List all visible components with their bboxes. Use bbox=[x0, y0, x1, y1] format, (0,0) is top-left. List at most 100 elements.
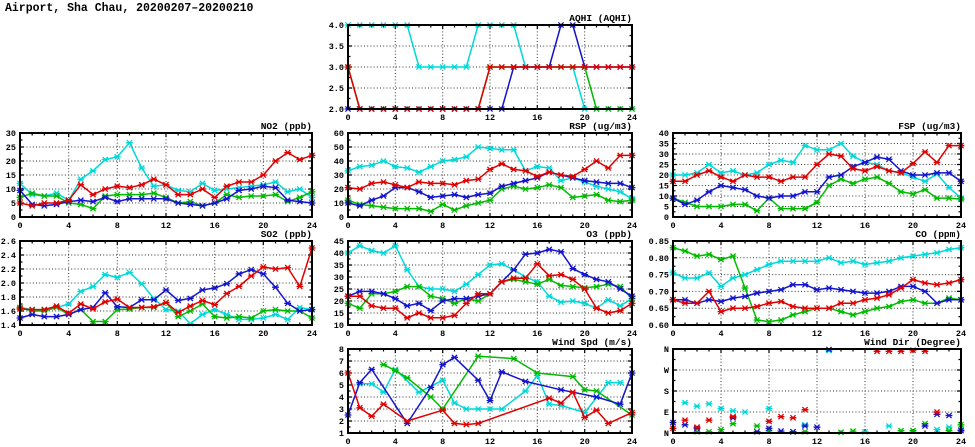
x-tick-label: 4 bbox=[393, 437, 398, 447]
x-tick-label: 16 bbox=[860, 329, 870, 339]
y-tick-label: 2.0 bbox=[1, 279, 16, 289]
y-tick-label: 10 bbox=[6, 185, 16, 195]
gridlines bbox=[673, 349, 961, 433]
y-tick-label: 3.0 bbox=[329, 63, 344, 73]
y-tick-label: 15 bbox=[659, 182, 669, 192]
series-red-markers bbox=[669, 347, 941, 432]
chart-no2-canvas: 0 5 10 15 20 25 30 0 4 8 12 16 20 24 NO2 (ppb) bbox=[6, 121, 317, 231]
y-tick-label: 40 bbox=[334, 249, 344, 259]
y-tick-label: 0.75 bbox=[649, 271, 669, 281]
y-tick-label: 30 bbox=[659, 150, 669, 160]
y-tick-label: 15 bbox=[334, 309, 344, 319]
gridlines bbox=[348, 349, 632, 433]
gridlines bbox=[20, 241, 312, 325]
x-tick-label: 0 bbox=[670, 437, 675, 447]
x-tick-label: 24 bbox=[627, 113, 637, 123]
x-tick-label: 12 bbox=[161, 221, 171, 231]
x-tick-label: 0 bbox=[345, 329, 350, 339]
series-green-line bbox=[672, 246, 962, 323]
x-tick-label: 20 bbox=[908, 329, 918, 339]
y-tick-label: 10 bbox=[659, 192, 669, 202]
x-tick-label: 24 bbox=[627, 437, 637, 447]
x-tick-label: 0 bbox=[17, 329, 22, 339]
x-tick-label: 12 bbox=[485, 329, 495, 339]
x-tick-label: 0 bbox=[17, 221, 22, 231]
x-tick-label: 16 bbox=[532, 329, 542, 339]
y-tick-label: 5 bbox=[11, 199, 16, 209]
plot-border bbox=[19, 132, 313, 218]
gridlines bbox=[673, 241, 961, 325]
series-green-markers bbox=[16, 188, 316, 212]
x-tick-label: 24 bbox=[627, 221, 637, 231]
series-cyan-markers bbox=[681, 347, 965, 435]
y-tick-label: 10 bbox=[334, 321, 344, 331]
x-tick-label: 8 bbox=[440, 329, 445, 339]
y-tick-label: 8 bbox=[339, 345, 344, 355]
y-tick-label: 5 bbox=[339, 381, 344, 391]
x-tick-label: 12 bbox=[812, 329, 822, 339]
y-tick-label: 1.8 bbox=[1, 293, 16, 303]
y-tick-label: 0.70 bbox=[649, 287, 669, 297]
series-green-markers bbox=[380, 353, 636, 419]
y-tick-label: 7 bbox=[339, 357, 344, 367]
x-tick-label: 8 bbox=[440, 437, 445, 447]
chart-title: Wind Dir (Degree) bbox=[864, 337, 961, 348]
x-tick-label: 4 bbox=[393, 221, 398, 231]
y-tick-label: 50 bbox=[334, 143, 344, 153]
x-tick-label: 0 bbox=[670, 329, 675, 339]
chart-title: SO2 (ppb) bbox=[261, 229, 312, 240]
y-tick-label: 30 bbox=[334, 273, 344, 283]
y-tick-label: 30 bbox=[334, 171, 344, 181]
y-tick-label: E bbox=[664, 408, 669, 418]
chart-co-canvas: 0.60 0.65 0.70 0.75 0.80 0.85 0 4 8 12 16 20 24 CO (p… bbox=[649, 229, 967, 339]
y-tick-label: 0 bbox=[11, 213, 16, 223]
plot-border bbox=[347, 348, 633, 434]
gridlines bbox=[348, 241, 632, 325]
x-tick-label: 24 bbox=[956, 221, 966, 231]
y-tick-label: 0.85 bbox=[649, 237, 669, 247]
plot-border bbox=[672, 348, 962, 434]
series-red-line bbox=[347, 372, 633, 426]
y-tick-label: 2.6 bbox=[1, 237, 16, 247]
y-tick-label: 6 bbox=[339, 369, 344, 379]
x-tick-label: 0 bbox=[345, 221, 350, 231]
x-tick-label: 16 bbox=[210, 221, 220, 231]
y-tick-label: 20 bbox=[334, 297, 344, 307]
y-tick-label: 2.0 bbox=[329, 105, 344, 115]
y-tick-label: 1.4 bbox=[1, 321, 16, 331]
x-tick-label: 16 bbox=[532, 113, 542, 123]
y-tick-label: 0.80 bbox=[649, 254, 669, 264]
y-tick-label: 1 bbox=[339, 429, 344, 439]
y-tick-label: 0 bbox=[339, 213, 344, 223]
y-tick-label: 2 bbox=[339, 417, 344, 427]
y-tick-label: S bbox=[664, 387, 669, 397]
y-tick-label: 0 bbox=[664, 213, 669, 223]
x-tick-label: 4 bbox=[66, 221, 71, 231]
x-tick-label: 4 bbox=[393, 329, 398, 339]
x-tick-label: 4 bbox=[718, 221, 723, 231]
y-tick-label: 5 bbox=[664, 203, 669, 213]
y-tick-label: 45 bbox=[334, 237, 344, 247]
y-tick-label: 40 bbox=[659, 129, 669, 139]
y-tick-label: 0.65 bbox=[649, 304, 669, 314]
chart-title: O3 (ppb) bbox=[586, 229, 632, 240]
x-tick-label: 4 bbox=[66, 329, 71, 339]
y-tick-label: 25 bbox=[659, 161, 669, 171]
x-tick-label: 16 bbox=[860, 221, 870, 231]
x-tick-label: 12 bbox=[812, 437, 822, 447]
y-tick-label: 25 bbox=[334, 285, 344, 295]
x-tick-label: 0 bbox=[345, 437, 350, 447]
y-tick-label: 15 bbox=[6, 171, 16, 181]
x-tick-label: 8 bbox=[440, 221, 445, 231]
x-tick-label: 12 bbox=[485, 221, 495, 231]
x-tick-label: 16 bbox=[210, 329, 220, 339]
x-tick-label: 16 bbox=[532, 437, 542, 447]
y-tick-label: N bbox=[664, 429, 669, 439]
x-tick-label: 20 bbox=[258, 329, 268, 339]
x-tick-label: 24 bbox=[956, 437, 966, 447]
x-tick-label: 20 bbox=[258, 221, 268, 231]
plot-border bbox=[347, 240, 633, 326]
y-tick-label: 2.4 bbox=[1, 251, 16, 261]
